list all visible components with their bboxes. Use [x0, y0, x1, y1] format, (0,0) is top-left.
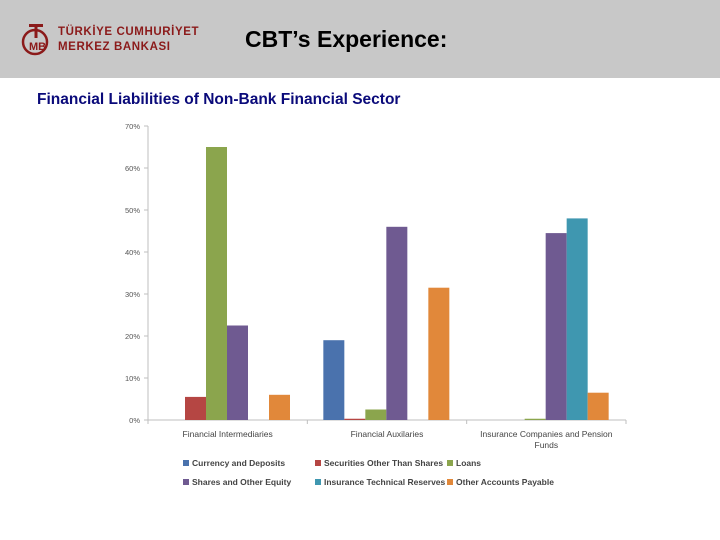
y-tick-label: 70%: [125, 122, 140, 131]
legend-swatch: [447, 460, 453, 466]
legend-swatch: [183, 460, 189, 466]
legend-label: Insurance Technical Reserves: [324, 477, 446, 487]
y-tick-label: 40%: [125, 248, 140, 257]
legend-label: Securities Other Than Shares: [324, 458, 443, 468]
bar: [344, 418, 366, 420]
bar: [185, 396, 206, 420]
x-category-label: Funds: [535, 440, 559, 450]
page-title: CBT’s Experience:: [245, 26, 448, 52]
legend-label: Loans: [456, 458, 481, 468]
legend-label: Other Accounts Payable: [456, 477, 554, 487]
logo-line-2: MERKEZ BANKASI: [58, 41, 171, 53]
bar: [386, 226, 408, 420]
y-tick-label: 20%: [125, 332, 140, 341]
logo-line-1: TÜRKİYE CUMHURİYET: [58, 26, 200, 38]
bar: [206, 147, 227, 420]
legend-swatch: [183, 479, 189, 485]
bar: [365, 409, 387, 420]
y-tick-label: 0%: [129, 416, 140, 425]
y-tick-label: 50%: [125, 206, 140, 215]
tcmb-emblem-icon: MB: [21, 24, 49, 56]
bar: [524, 418, 546, 420]
logo-text: TÜRKİYE CUMHURİYET MERKEZ BANKASI: [58, 25, 199, 55]
legend-label: Currency and Deposits: [192, 458, 285, 468]
bar: [227, 325, 248, 420]
legend-swatch: [315, 479, 321, 485]
legend-swatch: [447, 479, 453, 485]
y-tick-label: 60%: [125, 164, 140, 173]
legend-swatch: [315, 460, 321, 466]
x-category-label: Insurance Companies and Pension: [480, 429, 613, 439]
y-tick-label: 30%: [125, 290, 140, 299]
bar: [323, 340, 345, 420]
bar: [428, 287, 450, 420]
legend-label: Shares and Other Equity: [192, 477, 291, 487]
tcmb-logo: MB TÜRKİYE CUMHURİYET MERKEZ BANKASI: [20, 22, 199, 58]
header-bar: [0, 0, 720, 78]
bar: [566, 218, 588, 420]
svg-text:MB: MB: [29, 41, 46, 53]
x-category-label: Financial Auxilaries: [351, 429, 424, 439]
bar: [587, 392, 609, 420]
y-tick-label: 10%: [125, 374, 140, 383]
bar: [269, 394, 290, 420]
chart-subtitle: Financial Liabilities of Non-Bank Financ…: [37, 91, 401, 108]
bar: [545, 233, 567, 420]
x-category-label: Financial Intermediaries: [183, 429, 273, 439]
